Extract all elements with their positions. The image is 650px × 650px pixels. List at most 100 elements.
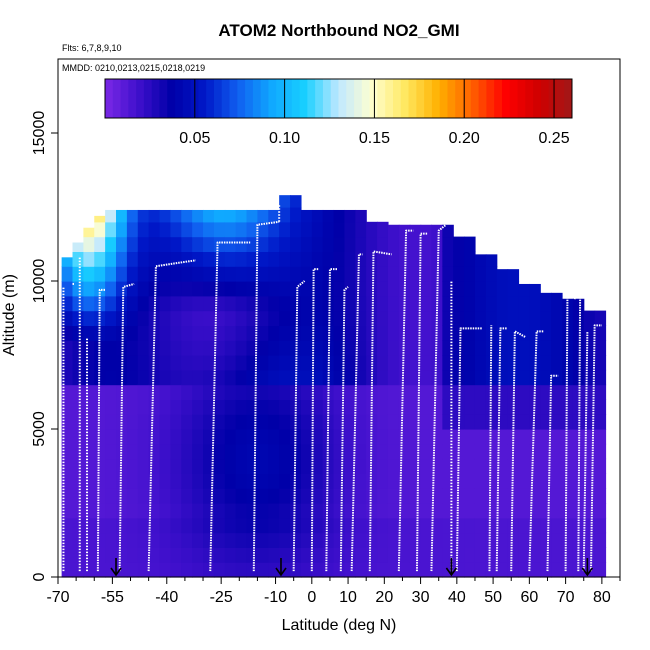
heatmap-cell	[334, 444, 345, 459]
heatmap-cell	[105, 459, 116, 474]
heatmap-cell	[464, 562, 475, 577]
heatmap-cell	[508, 281, 519, 296]
heatmap-cell	[268, 533, 279, 548]
heatmap-cell	[105, 414, 116, 429]
heatmap-cell	[366, 281, 377, 296]
heatmap-cell	[170, 370, 181, 385]
heatmap-cell	[170, 444, 181, 459]
heatmap-cell	[529, 296, 540, 311]
heatmap-cell	[334, 459, 345, 474]
heatmap-cell	[279, 533, 290, 548]
colorbar-segment	[245, 79, 253, 118]
heatmap-cell	[149, 429, 160, 444]
heatmap-cell	[540, 518, 551, 533]
heatmap-cell	[377, 237, 388, 252]
heatmap-cell	[214, 562, 225, 577]
colorbar-segment	[510, 79, 518, 118]
heatmap-cell	[170, 488, 181, 503]
heatmap-cell	[257, 251, 268, 266]
heatmap-cell	[334, 429, 345, 444]
heatmap-cell	[323, 488, 334, 503]
heatmap-cell	[355, 473, 366, 488]
heatmap-cell	[366, 222, 377, 237]
heatmap-cell	[257, 444, 268, 459]
heatmap-cell	[160, 266, 171, 281]
heatmap-cell	[540, 340, 551, 355]
heatmap-cell	[116, 311, 127, 326]
heatmap-cell	[453, 251, 464, 266]
heatmap-cell	[116, 547, 127, 562]
heatmap-cell	[105, 210, 116, 222]
colorbar-segment	[455, 79, 463, 118]
colorbar-segment	[136, 79, 144, 118]
heatmap-cell	[388, 414, 399, 429]
colorbar-segment	[362, 79, 370, 118]
heatmap-cell	[399, 429, 410, 444]
heatmap-cell	[73, 281, 84, 296]
heatmap-cell	[529, 459, 540, 474]
heatmap-cell	[138, 296, 149, 311]
heatmap-cell	[116, 210, 127, 222]
heatmap-cell	[334, 518, 345, 533]
heatmap-cell	[160, 444, 171, 459]
heatmap-cell	[421, 533, 432, 548]
heatmap-cell	[344, 444, 355, 459]
heatmap-cell	[279, 340, 290, 355]
heatmap-cell	[301, 547, 312, 562]
heatmap-cell	[431, 225, 442, 237]
heatmap-cell	[562, 473, 573, 488]
x-tick-label: 60	[520, 589, 538, 606]
heatmap-cell	[149, 237, 160, 252]
heatmap-cell	[301, 385, 312, 400]
heatmap-cell	[388, 385, 399, 400]
heatmap-cell	[181, 251, 192, 266]
heatmap-cell	[551, 473, 562, 488]
heatmap-cell	[105, 547, 116, 562]
heatmap-cell	[551, 547, 562, 562]
heatmap-cell	[595, 399, 606, 414]
heatmap-cell	[214, 385, 225, 400]
heatmap-cell	[301, 444, 312, 459]
heatmap-cell	[323, 251, 334, 266]
heatmap-cell	[214, 399, 225, 414]
heatmap-cell	[149, 385, 160, 400]
heatmap-cell	[518, 518, 529, 533]
heatmap-cell	[518, 562, 529, 577]
heatmap-cell	[388, 311, 399, 326]
heatmap-cell	[214, 459, 225, 474]
heatmap-cell	[268, 429, 279, 444]
heatmap-cell	[73, 355, 84, 370]
heatmap-cell	[279, 385, 290, 400]
heatmap-cell	[388, 547, 399, 562]
heatmap-cell	[464, 311, 475, 326]
heatmap-cell	[410, 547, 421, 562]
heatmap-cell	[290, 488, 301, 503]
heatmap-cell	[475, 518, 486, 533]
heatmap-cell	[83, 385, 94, 400]
heatmap-cell	[518, 547, 529, 562]
colorbar-segment	[284, 79, 292, 118]
heatmap-cell	[301, 533, 312, 548]
heatmap-cell	[355, 533, 366, 548]
heatmap-cell	[410, 488, 421, 503]
heatmap-cell	[203, 355, 214, 370]
heatmap-cell	[377, 385, 388, 400]
heatmap-cell	[160, 562, 171, 577]
heatmap-cell	[334, 210, 345, 222]
heatmap-cell	[508, 269, 519, 281]
heatmap-cell	[116, 251, 127, 266]
heatmap-cell	[421, 503, 432, 518]
heatmap-cell	[453, 266, 464, 281]
heatmap-cell	[279, 266, 290, 281]
heatmap-cell	[595, 429, 606, 444]
heatmap-cell	[236, 547, 247, 562]
heatmap-cell	[344, 222, 355, 237]
heatmap-cell	[475, 311, 486, 326]
heatmap-cell	[268, 385, 279, 400]
heatmap-cell	[464, 414, 475, 429]
heatmap-cell	[160, 222, 171, 237]
colorbar-segment	[416, 79, 424, 118]
heatmap-cell	[94, 473, 105, 488]
heatmap-cell	[377, 562, 388, 577]
heatmap-cell	[518, 459, 529, 474]
